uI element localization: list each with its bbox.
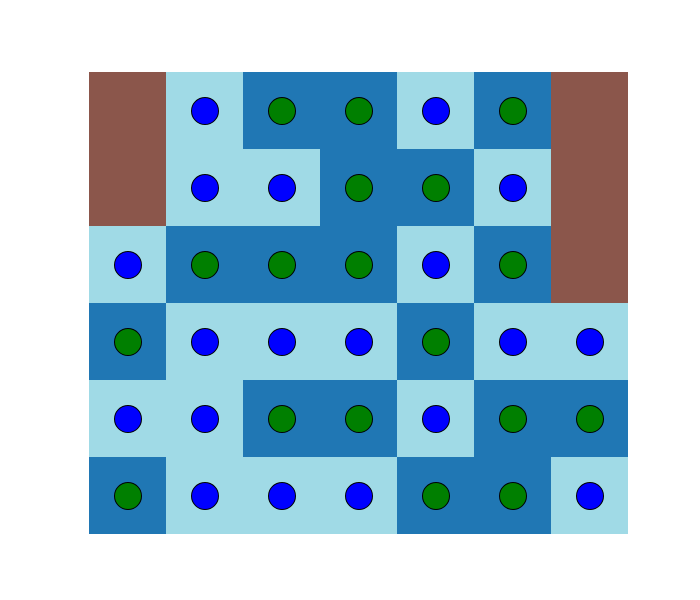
green-piece[interactable] (267, 404, 296, 433)
green-piece[interactable] (344, 404, 373, 433)
dark-cell[interactable] (320, 149, 397, 226)
light-cell[interactable] (320, 303, 397, 380)
light-cell[interactable] (397, 380, 474, 457)
blue-piece[interactable] (190, 327, 219, 356)
blue-piece[interactable] (421, 404, 450, 433)
light-cell[interactable] (397, 226, 474, 303)
dark-cell[interactable] (89, 457, 166, 534)
blocked-cell (551, 72, 628, 149)
dark-cell[interactable] (474, 226, 551, 303)
light-cell[interactable] (89, 226, 166, 303)
blue-piece[interactable] (267, 173, 296, 202)
green-piece[interactable] (190, 250, 219, 279)
dark-cell[interactable] (474, 457, 551, 534)
green-piece[interactable] (267, 250, 296, 279)
light-cell[interactable] (474, 149, 551, 226)
green-piece[interactable] (421, 327, 450, 356)
green-piece[interactable] (575, 404, 604, 433)
green-piece[interactable] (498, 481, 527, 510)
dark-cell[interactable] (243, 226, 320, 303)
blue-piece[interactable] (575, 327, 604, 356)
blue-piece[interactable] (421, 96, 450, 125)
blue-piece[interactable] (575, 481, 604, 510)
blue-piece[interactable] (190, 481, 219, 510)
light-cell[interactable] (551, 303, 628, 380)
blue-piece[interactable] (113, 404, 142, 433)
light-cell[interactable] (474, 303, 551, 380)
blue-piece[interactable] (190, 96, 219, 125)
dark-cell[interactable] (166, 226, 243, 303)
green-piece[interactable] (344, 96, 373, 125)
green-piece[interactable] (498, 96, 527, 125)
dark-cell[interactable] (551, 380, 628, 457)
blue-piece[interactable] (267, 481, 296, 510)
blocked-cell (551, 226, 628, 303)
light-cell[interactable] (551, 457, 628, 534)
blue-piece[interactable] (421, 250, 450, 279)
light-cell[interactable] (397, 72, 474, 149)
dark-cell[interactable] (397, 149, 474, 226)
light-cell[interactable] (320, 457, 397, 534)
blue-piece[interactable] (344, 481, 373, 510)
light-cell[interactable] (89, 380, 166, 457)
green-piece[interactable] (344, 173, 373, 202)
dark-cell[interactable] (243, 72, 320, 149)
blue-piece[interactable] (190, 404, 219, 433)
light-cell[interactable] (166, 149, 243, 226)
dark-cell[interactable] (397, 303, 474, 380)
green-piece[interactable] (113, 481, 142, 510)
dark-cell[interactable] (320, 380, 397, 457)
green-piece[interactable] (421, 481, 450, 510)
dark-cell[interactable] (320, 72, 397, 149)
dark-cell[interactable] (474, 380, 551, 457)
blue-piece[interactable] (267, 327, 296, 356)
light-cell[interactable] (243, 457, 320, 534)
green-piece[interactable] (498, 250, 527, 279)
blue-piece[interactable] (344, 327, 373, 356)
dark-cell[interactable] (320, 226, 397, 303)
green-piece[interactable] (421, 173, 450, 202)
blue-piece[interactable] (190, 173, 219, 202)
dark-cell[interactable] (243, 380, 320, 457)
game-board (89, 72, 628, 534)
blocked-cell (551, 149, 628, 226)
light-cell[interactable] (243, 303, 320, 380)
dark-cell[interactable] (397, 457, 474, 534)
blue-piece[interactable] (498, 327, 527, 356)
blue-piece[interactable] (498, 173, 527, 202)
blocked-cell (89, 72, 166, 149)
light-cell[interactable] (166, 457, 243, 534)
light-cell[interactable] (166, 72, 243, 149)
green-piece[interactable] (498, 404, 527, 433)
dark-cell[interactable] (474, 72, 551, 149)
light-cell[interactable] (166, 380, 243, 457)
green-piece[interactable] (267, 96, 296, 125)
light-cell[interactable] (243, 149, 320, 226)
dark-cell[interactable] (89, 303, 166, 380)
light-cell[interactable] (166, 303, 243, 380)
green-piece[interactable] (113, 327, 142, 356)
green-piece[interactable] (344, 250, 373, 279)
blocked-cell (89, 149, 166, 226)
blue-piece[interactable] (113, 250, 142, 279)
